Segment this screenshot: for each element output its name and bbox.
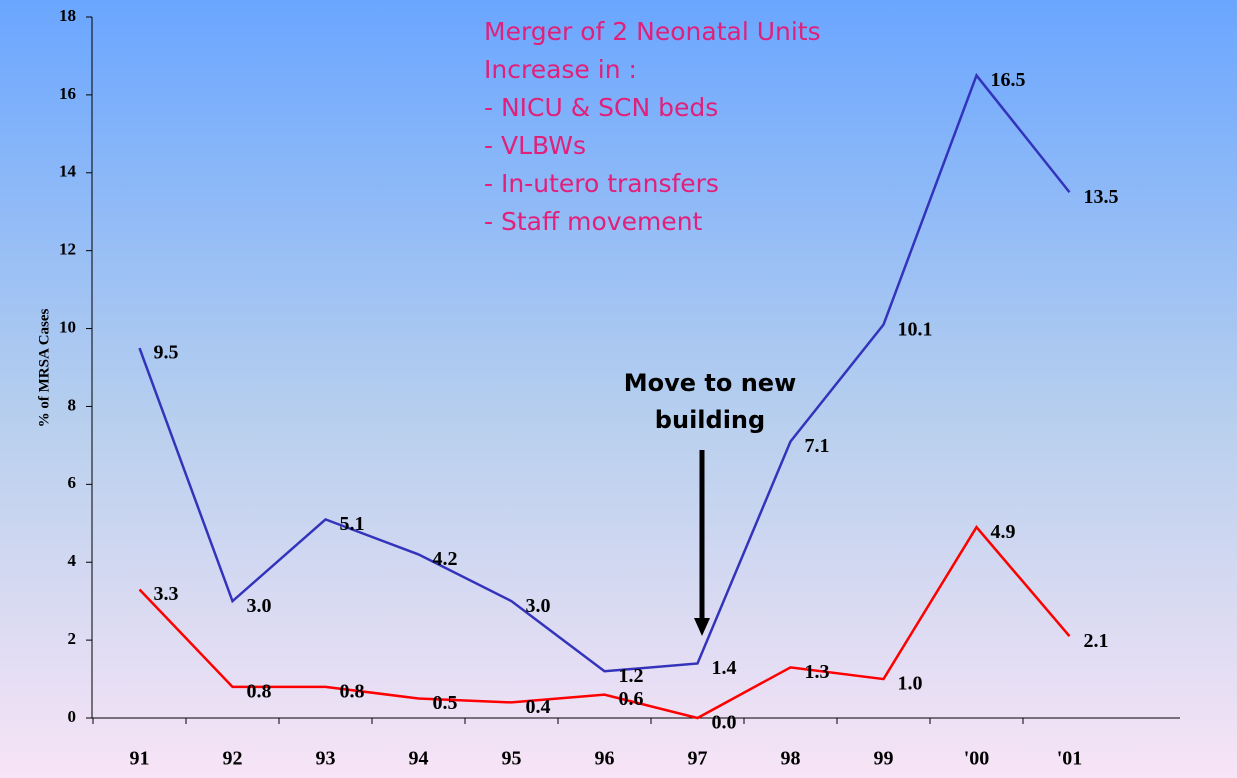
- value-label: 0.0: [712, 712, 737, 734]
- x-tick-label: 92: [223, 748, 243, 770]
- x-tick-label: 97: [688, 748, 708, 770]
- x-tick-label: '00: [964, 748, 990, 770]
- value-label: 3.0: [247, 595, 272, 617]
- value-label: 10.1: [898, 318, 933, 340]
- note: - In-utero transfers: [484, 169, 719, 198]
- arrow-head: [694, 618, 710, 636]
- value-label: 0.8: [247, 680, 272, 702]
- value-label: 9.5: [154, 342, 179, 364]
- value-label: 0.6: [619, 688, 644, 710]
- y-tick-label: 18: [59, 6, 76, 25]
- x-tick-label: 91: [130, 748, 150, 770]
- x-tick-label: 94: [409, 748, 429, 770]
- value-label: 13.5: [1084, 186, 1119, 208]
- y-axis-label: % of MRSA Cases: [36, 308, 52, 427]
- value-label: 16.5: [991, 69, 1026, 91]
- value-label: 0.5: [433, 692, 458, 714]
- note: Increase in :: [484, 55, 637, 84]
- annotation: building: [655, 406, 765, 434]
- x-tick-label: '01: [1057, 748, 1083, 770]
- y-tick-label: 6: [68, 473, 77, 492]
- y-tick-label: 12: [59, 240, 76, 259]
- y-tick-label: 4: [68, 551, 77, 570]
- value-label: 3.0: [526, 595, 551, 617]
- value-label: 2.1: [1084, 630, 1109, 652]
- note: Merger of 2 Neonatal Units: [484, 17, 821, 46]
- value-label: 0.8: [340, 680, 365, 702]
- value-label: 1.0: [898, 673, 923, 695]
- note: - Staff movement: [484, 207, 703, 236]
- x-tick-label: 99: [874, 748, 894, 770]
- value-label: 4.2: [433, 548, 458, 570]
- value-label: 5.1: [340, 513, 365, 535]
- y-tick-label: 10: [59, 317, 76, 336]
- value-label: 1.3: [805, 661, 830, 683]
- value-label: 0.4: [526, 696, 551, 718]
- y-tick-label: 2: [68, 629, 77, 648]
- note: - NICU & SCN beds: [484, 93, 718, 122]
- value-label: 1.2: [619, 665, 644, 687]
- value-label: 3.3: [154, 583, 179, 605]
- x-tick-label: 98: [781, 748, 801, 770]
- y-tick-label: 0: [68, 707, 77, 726]
- y-tick-label: 16: [59, 84, 76, 103]
- note: - VLBWs: [484, 131, 586, 160]
- annotation: Move to new: [624, 369, 797, 397]
- y-tick-label: 8: [68, 395, 77, 414]
- x-tick-label: 93: [316, 748, 336, 770]
- value-label: 4.9: [991, 521, 1016, 543]
- y-tick-label: 14: [59, 162, 77, 181]
- x-tick-label: 95: [502, 748, 522, 770]
- line: [138, 72, 1071, 673]
- value-label: 7.1: [805, 435, 830, 457]
- x-tick-label: 96: [595, 748, 615, 770]
- line: [138, 525, 1071, 720]
- value-label: 1.4: [712, 657, 737, 679]
